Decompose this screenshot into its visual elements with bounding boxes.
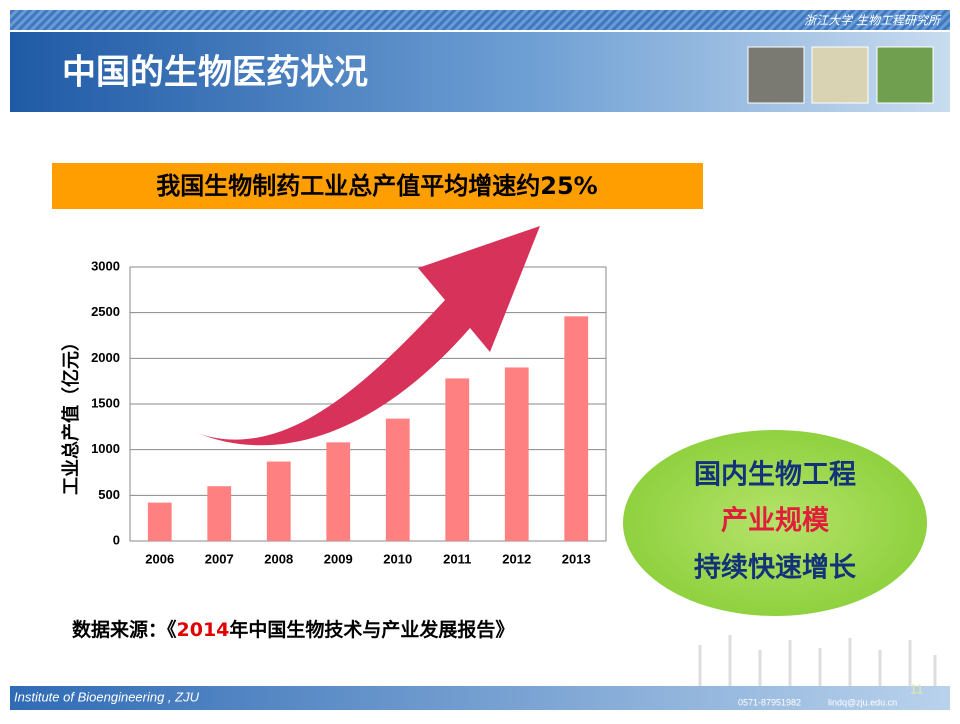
y-tick-label: 1500: [91, 395, 120, 410]
footer-left: Institute of Bioengineering , ZJU: [14, 689, 200, 704]
footer-email: lindq@zju.edu.cn: [828, 697, 897, 707]
footer-phone: 0571-87951982: [738, 697, 801, 707]
y-tick-label: 2500: [91, 304, 120, 319]
growth-arrow: [197, 226, 540, 446]
bar: [504, 367, 529, 541]
institute: 浙江大学 生物工程研究所: [804, 14, 942, 28]
y-axis-label: 工业总产值（亿元）: [60, 333, 82, 495]
x-tick-label: 2011: [443, 551, 471, 566]
x-tick-label: 2013: [562, 551, 591, 566]
source-suffix: 年中国生物技术与产业发展报告》: [229, 618, 514, 641]
bar: [445, 378, 470, 541]
bar: [266, 461, 291, 541]
x-tick-label: 2007: [205, 551, 234, 566]
x-tick-label: 2009: [324, 551, 353, 566]
header-strip: [10, 10, 950, 30]
x-tick-label: 2012: [502, 551, 531, 566]
page-number: 11: [910, 681, 924, 696]
y-tick-label: 1000: [91, 441, 120, 456]
bar: [385, 418, 410, 541]
y-tick-label: 2000: [91, 350, 120, 365]
source-year: 2014: [177, 619, 230, 641]
banner-box: [52, 163, 703, 209]
source-prefix: 数据来源：《: [72, 618, 177, 641]
callout-line: 国内生物工程: [694, 460, 856, 491]
callout-ellipse: [623, 430, 927, 616]
callout-line: 持续快速增长: [694, 552, 857, 584]
plant-decoration: [698, 635, 937, 690]
bar: [147, 502, 172, 541]
bar: [326, 442, 351, 541]
image: [876, 46, 934, 104]
x-tick-label: 2006: [145, 551, 174, 566]
image: [811, 46, 869, 104]
source: 数据来源：《2014年中国生物技术与产业发展报告》: [72, 618, 514, 641]
callout-line: 产业规模: [721, 506, 829, 537]
y-tick-label: 3000: [91, 258, 120, 273]
slide-title: 中国的生物医药状况: [62, 53, 368, 93]
banner: 我国生物制药工业总产值平均增速约25%: [156, 172, 597, 200]
y-tick-label: 500: [98, 487, 120, 502]
bar: [564, 316, 589, 541]
image: [747, 46, 805, 104]
footer-bar: [10, 686, 950, 710]
x-tick-label: 2010: [383, 551, 412, 566]
y-tick-label: 0: [113, 532, 120, 547]
bar: [207, 486, 232, 541]
x-tick-label: 2008: [264, 551, 293, 566]
